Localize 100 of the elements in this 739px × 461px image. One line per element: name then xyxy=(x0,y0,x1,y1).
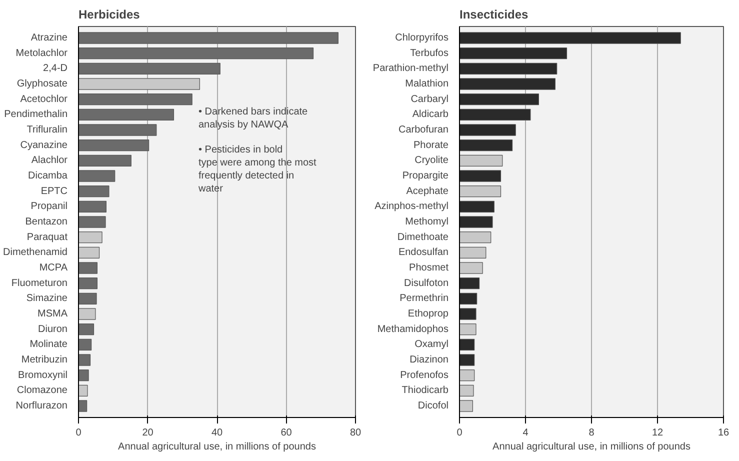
y-tick-label: Azinphos-methyl xyxy=(374,201,448,212)
y-tick-label: Metolachlor xyxy=(16,48,68,59)
x-tick-label: 0 xyxy=(456,428,463,438)
y-tick-label: Carbaryl xyxy=(410,94,449,105)
bar xyxy=(460,246,486,258)
bar xyxy=(78,262,98,274)
x-tick-label: 0 xyxy=(76,428,82,438)
y-tick-label: Bentazon xyxy=(25,216,68,228)
chart-title: Insecticides xyxy=(460,8,529,22)
y-tick-label: Glyphosate xyxy=(16,78,68,90)
y-tick-label: Chlorpyrifos xyxy=(395,32,449,44)
x-tick-label: 80 xyxy=(350,428,362,438)
bar xyxy=(460,262,483,274)
y-tick-label: Norflurazon xyxy=(16,400,68,412)
bar xyxy=(78,78,200,90)
y-tick-label: Dimethenamid xyxy=(3,247,68,258)
y-tick-label: Diazinon xyxy=(410,354,449,366)
bar xyxy=(460,384,474,396)
y-tick-label: Simazine xyxy=(26,293,68,304)
bar xyxy=(78,232,102,244)
bar xyxy=(78,354,91,366)
bar xyxy=(460,124,516,136)
bar xyxy=(460,278,480,290)
bar xyxy=(78,124,157,136)
bar xyxy=(460,32,681,44)
y-tick-label: 2,4-D xyxy=(43,63,68,74)
bar xyxy=(78,246,100,258)
y-tick-label: Profenofos xyxy=(400,370,449,381)
y-tick-label: Propanil xyxy=(30,201,68,212)
bar xyxy=(78,384,88,396)
x-tick-label: 60 xyxy=(280,428,292,438)
y-tick-label: Disulfoton xyxy=(404,278,448,289)
y-tick-label: Methomyl xyxy=(405,216,449,228)
x-axis-title: Annual agricultural use, in millions of pounds xyxy=(492,442,690,452)
bar xyxy=(78,62,220,74)
bar xyxy=(460,200,494,212)
chart-title: Herbicides xyxy=(78,8,140,22)
bar xyxy=(460,232,492,244)
bar xyxy=(78,108,174,120)
y-tick-label: Endosulfan xyxy=(398,247,449,258)
bar xyxy=(460,140,513,152)
y-tick-label: Terbufos xyxy=(410,48,449,59)
bar xyxy=(460,354,475,366)
y-tick-label: Atrazine xyxy=(30,32,68,44)
y-tick-label: Phosmet xyxy=(409,262,449,274)
bar xyxy=(460,216,493,228)
bar xyxy=(78,140,150,152)
bar xyxy=(78,292,97,304)
y-tick-label: Trifluralin xyxy=(26,124,68,136)
y-tick-label: Methamidophos xyxy=(377,324,449,335)
bar xyxy=(460,170,502,182)
bar xyxy=(460,154,503,166)
bar xyxy=(460,62,558,74)
y-tick-label: Alachlor xyxy=(31,155,68,166)
y-tick-label: Paraquat xyxy=(26,232,68,243)
y-tick-label: Cyanazine xyxy=(20,140,68,151)
bar xyxy=(460,370,475,382)
bar xyxy=(460,108,531,120)
y-tick-label: MSMA xyxy=(38,308,68,320)
y-tick-label: EPTC xyxy=(40,186,68,197)
y-tick-label: Acephate xyxy=(406,186,449,197)
bar xyxy=(78,170,116,182)
y-tick-label: Carbofuran xyxy=(398,124,448,136)
y-tick-label: Acetochlor xyxy=(20,94,68,105)
bar xyxy=(460,48,568,60)
bar xyxy=(78,186,110,198)
bar xyxy=(78,338,92,350)
y-tick-label: Aldicarb xyxy=(412,109,449,120)
y-tick-label: Cryolite xyxy=(414,155,449,166)
bar xyxy=(78,200,106,212)
bar xyxy=(78,370,89,382)
y-tick-label: Pendimethalin xyxy=(4,109,68,120)
annotation: • Pesticides in bold type were among the most frequently detected in water xyxy=(198,144,317,194)
x-tick-label: 16 xyxy=(718,428,730,438)
bar xyxy=(460,94,539,106)
x-tick-label: 8 xyxy=(588,428,595,438)
bar xyxy=(460,400,473,412)
y-tick-label: Diuron xyxy=(38,324,68,335)
x-axis-title: Annual agricultural use, in millions of pounds xyxy=(118,442,316,452)
x-tick-label: 40 xyxy=(211,428,223,438)
bar xyxy=(460,308,476,320)
bar xyxy=(78,154,132,166)
y-tick-label: Thiodicarb xyxy=(402,385,449,396)
y-tick-label: Oxamyl xyxy=(414,339,449,350)
y-tick-label: Metribuzin xyxy=(21,354,68,366)
bar xyxy=(460,338,475,350)
y-tick-label: Dicofol xyxy=(418,400,449,412)
bar xyxy=(460,186,502,198)
x-tick-label: 4 xyxy=(522,428,529,438)
y-tick-label: Malathion xyxy=(405,78,448,90)
y-tick-label: Clomazone xyxy=(16,385,68,396)
bar xyxy=(78,400,88,412)
y-tick-label: Bromoxynil xyxy=(18,370,68,381)
bar xyxy=(78,308,96,320)
y-tick-label: Dicamba xyxy=(28,170,68,182)
bar xyxy=(460,324,476,336)
bar xyxy=(78,324,94,336)
bar xyxy=(78,278,98,290)
y-tick-label: Permethrin xyxy=(400,293,448,304)
y-tick-label: Ethoprop xyxy=(408,308,449,320)
